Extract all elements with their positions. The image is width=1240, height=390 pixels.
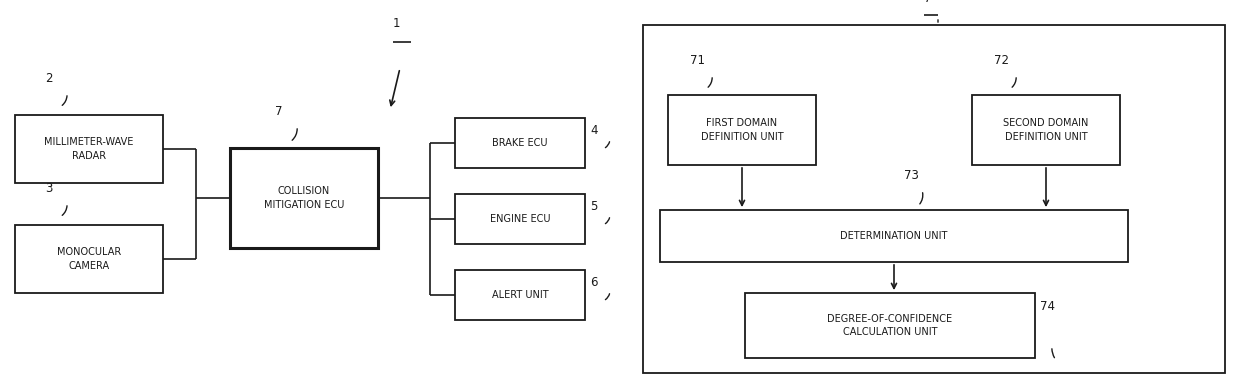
- Text: 1: 1: [393, 17, 401, 30]
- Text: COLLISION
MITIGATION ECU: COLLISION MITIGATION ECU: [264, 186, 345, 209]
- Bar: [455, 118, 585, 168]
- Text: MILLIMETER-WAVE
RADAR: MILLIMETER-WAVE RADAR: [45, 137, 134, 161]
- Text: 74: 74: [1040, 300, 1055, 313]
- Text: 7: 7: [924, 0, 931, 5]
- Bar: [972, 95, 1120, 165]
- Bar: [455, 270, 585, 320]
- Text: DETERMINATION UNIT: DETERMINATION UNIT: [841, 231, 947, 241]
- Bar: [455, 194, 585, 244]
- Bar: [668, 95, 816, 165]
- Bar: [745, 293, 1035, 358]
- Bar: [660, 210, 1128, 262]
- Text: ENGINE ECU: ENGINE ECU: [490, 214, 551, 224]
- Text: ALERT UNIT: ALERT UNIT: [492, 290, 548, 300]
- Bar: [15, 225, 162, 293]
- Text: 5: 5: [590, 200, 598, 213]
- Text: DEGREE-OF-CONFIDENCE
CALCULATION UNIT: DEGREE-OF-CONFIDENCE CALCULATION UNIT: [827, 314, 952, 337]
- Text: 3: 3: [45, 182, 52, 195]
- Text: 73: 73: [904, 169, 919, 182]
- Bar: [229, 148, 378, 248]
- Bar: [644, 25, 1225, 373]
- Text: FIRST DOMAIN
DEFINITION UNIT: FIRST DOMAIN DEFINITION UNIT: [701, 119, 784, 142]
- Text: 2: 2: [45, 72, 52, 85]
- Text: 4: 4: [590, 124, 598, 137]
- Text: 71: 71: [689, 54, 706, 67]
- Text: 6: 6: [590, 276, 598, 289]
- Text: SECOND DOMAIN
DEFINITION UNIT: SECOND DOMAIN DEFINITION UNIT: [1003, 119, 1089, 142]
- Text: 72: 72: [994, 54, 1009, 67]
- Text: BRAKE ECU: BRAKE ECU: [492, 138, 548, 148]
- Text: 7: 7: [275, 105, 283, 118]
- Text: MONOCULAR
CAMERA: MONOCULAR CAMERA: [57, 247, 122, 271]
- Bar: [15, 115, 162, 183]
